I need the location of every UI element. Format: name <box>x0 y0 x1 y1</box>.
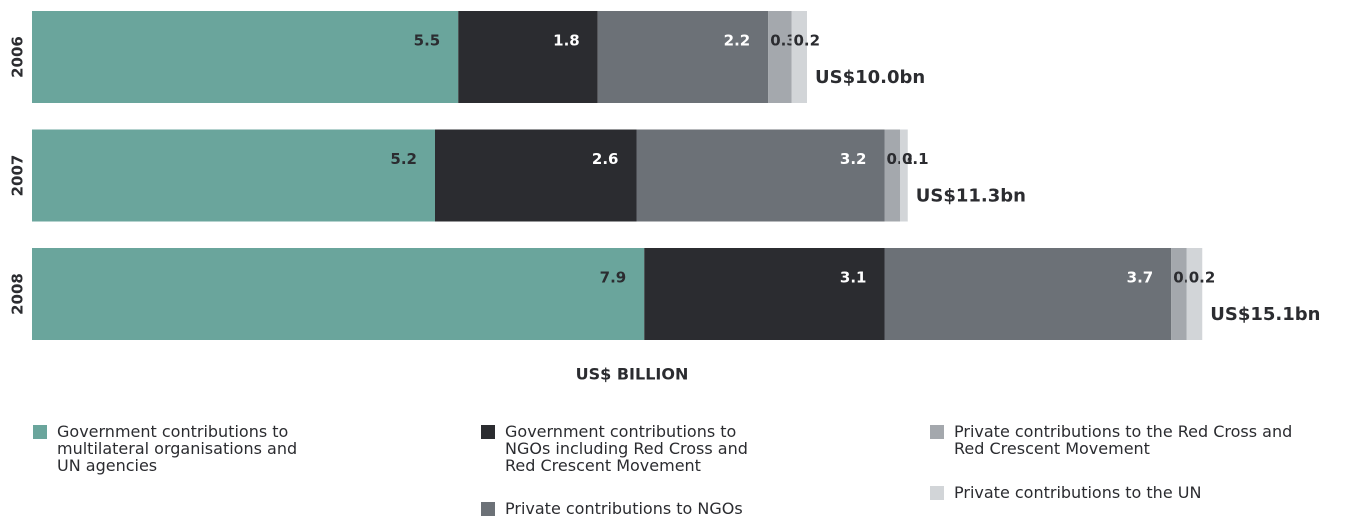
bar-segment <box>1186 248 1203 340</box>
value-label: 0.1 <box>902 150 929 168</box>
legend-swatch <box>481 502 495 516</box>
legend-label: Government contributions to multilateral… <box>57 422 298 475</box>
y-tick-label: 2007 <box>9 155 27 197</box>
bar-segment <box>884 129 900 222</box>
bar-segment <box>884 248 1172 340</box>
value-label: 5.2 <box>390 150 417 168</box>
legend-swatch <box>930 486 944 500</box>
bar-segment <box>644 248 885 340</box>
bar-segment <box>791 11 807 103</box>
value-label: 2.2 <box>724 32 751 50</box>
bar-segment <box>768 11 792 103</box>
value-label: 7.9 <box>600 269 627 287</box>
value-label: 5.5 <box>414 32 441 50</box>
legend-label: Private contributions to the UN <box>954 483 1202 502</box>
legend-label: Private contributions to NGOs <box>505 499 743 518</box>
bar-segment <box>32 248 645 340</box>
value-label: 0.3 <box>770 32 797 50</box>
y-tick-label: 2006 <box>9 36 27 78</box>
value-label: 2.6 <box>592 150 619 168</box>
value-label: 0.2 <box>794 32 821 50</box>
chart: US$ BILLION 2006 5.5 1.8 2.2 0.30.2US$10.0bn… <box>9 11 1320 384</box>
legend-item: Government contributions to NGOs includi… <box>481 423 781 474</box>
value-label: 3.1 <box>840 269 867 287</box>
bar-segment <box>597 11 769 103</box>
bar-segment <box>636 129 885 222</box>
bar-segment <box>32 11 459 103</box>
value-label: 3.7 <box>1127 269 1154 287</box>
bar-segment <box>435 129 637 222</box>
legend-swatch <box>481 425 495 439</box>
value-label: 3.2 <box>840 150 867 168</box>
value-label: 0.2 <box>1189 269 1216 287</box>
legend-item: Private contributions to the Red Cross a… <box>930 423 1310 457</box>
y-tick-label: 2008 <box>9 273 27 315</box>
total-label: US$15.1bn <box>1210 304 1320 325</box>
legend-item: Government contributions to multilateral… <box>33 423 323 474</box>
legend-item: Private contributions to NGOs <box>481 500 801 517</box>
total-label: US$10.0bn <box>815 67 925 88</box>
bar-segment <box>900 129 908 222</box>
legend-swatch <box>33 425 47 439</box>
x-axis-label: US$ BILLION <box>576 365 689 384</box>
bar-segment <box>458 11 598 103</box>
bar-segment <box>32 129 435 222</box>
legend-label: Government contributions to NGOs includi… <box>505 422 748 475</box>
value-label: 1.8 <box>553 32 580 50</box>
legend-swatch <box>930 425 944 439</box>
legend-label: Private contributions to the Red Cross a… <box>954 422 1293 458</box>
total-label: US$11.3bn <box>916 186 1026 207</box>
legend-item: Private contributions to the UN <box>930 484 1310 501</box>
bar-segment <box>1171 248 1187 340</box>
